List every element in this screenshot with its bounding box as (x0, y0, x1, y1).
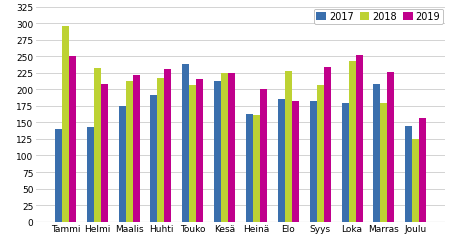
Bar (349, 61, 355, 222)
Bar (405, 127, 412, 222)
Bar (374, 85, 380, 222)
Bar (87, 128, 94, 222)
Bar (317, 85, 324, 222)
Legend: 2017, 2018, 2019: 2017, 2018, 2019 (314, 10, 443, 25)
Bar (62, 27, 69, 222)
Bar (412, 139, 419, 222)
Bar (310, 102, 317, 222)
Bar (158, 79, 164, 222)
Bar (126, 81, 133, 222)
Bar (94, 69, 101, 222)
Bar (164, 70, 172, 222)
Bar (221, 74, 228, 222)
Bar (292, 101, 299, 222)
Bar (55, 130, 62, 222)
Bar (133, 76, 140, 222)
Bar (355, 56, 363, 222)
Bar (324, 68, 331, 222)
Bar (253, 116, 260, 222)
Bar (189, 85, 196, 222)
Bar (118, 106, 126, 222)
Bar (285, 72, 292, 222)
Bar (214, 81, 221, 222)
Bar (69, 57, 76, 222)
Bar (183, 65, 189, 222)
Bar (419, 119, 426, 222)
Bar (380, 103, 387, 222)
Bar (260, 89, 267, 222)
Bar (246, 114, 253, 222)
Bar (228, 74, 235, 222)
Bar (101, 85, 108, 222)
Bar (341, 104, 349, 222)
Bar (196, 79, 203, 222)
Bar (387, 73, 395, 222)
Bar (278, 100, 285, 222)
Bar (150, 95, 158, 222)
